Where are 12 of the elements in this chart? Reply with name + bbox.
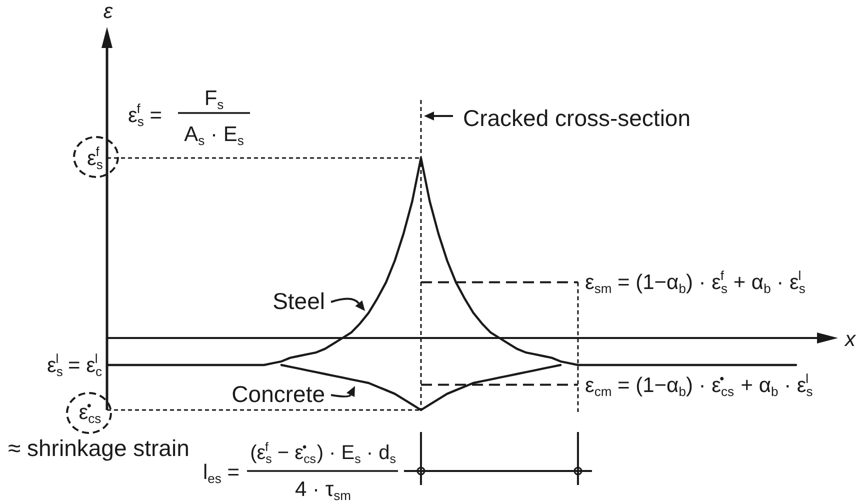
text: Cracked cross-section	[463, 105, 691, 131]
text: l$_{es}$ =	[203, 461, 240, 486]
text: F$_{s}$	[204, 87, 224, 112]
text: ε$_{s}$$^{f}$ =	[128, 101, 162, 130]
legend-label: Steel	[272, 288, 325, 314]
text: (ε$_{s}$$^{f}$ − ε$_{cs}$$^{•}$) · E$_{s}$ · d$_{s}$	[250, 440, 396, 466]
text: A$_{s}$ · E$_{s}$	[184, 123, 244, 148]
text: 4 · τ$_{sm}$	[295, 478, 351, 504]
text: ≈ shrinkage strain	[8, 435, 190, 461]
x-axis-title: x	[844, 328, 857, 351]
text: ε	[103, 0, 114, 23]
legend-label: Concrete	[232, 381, 325, 407]
